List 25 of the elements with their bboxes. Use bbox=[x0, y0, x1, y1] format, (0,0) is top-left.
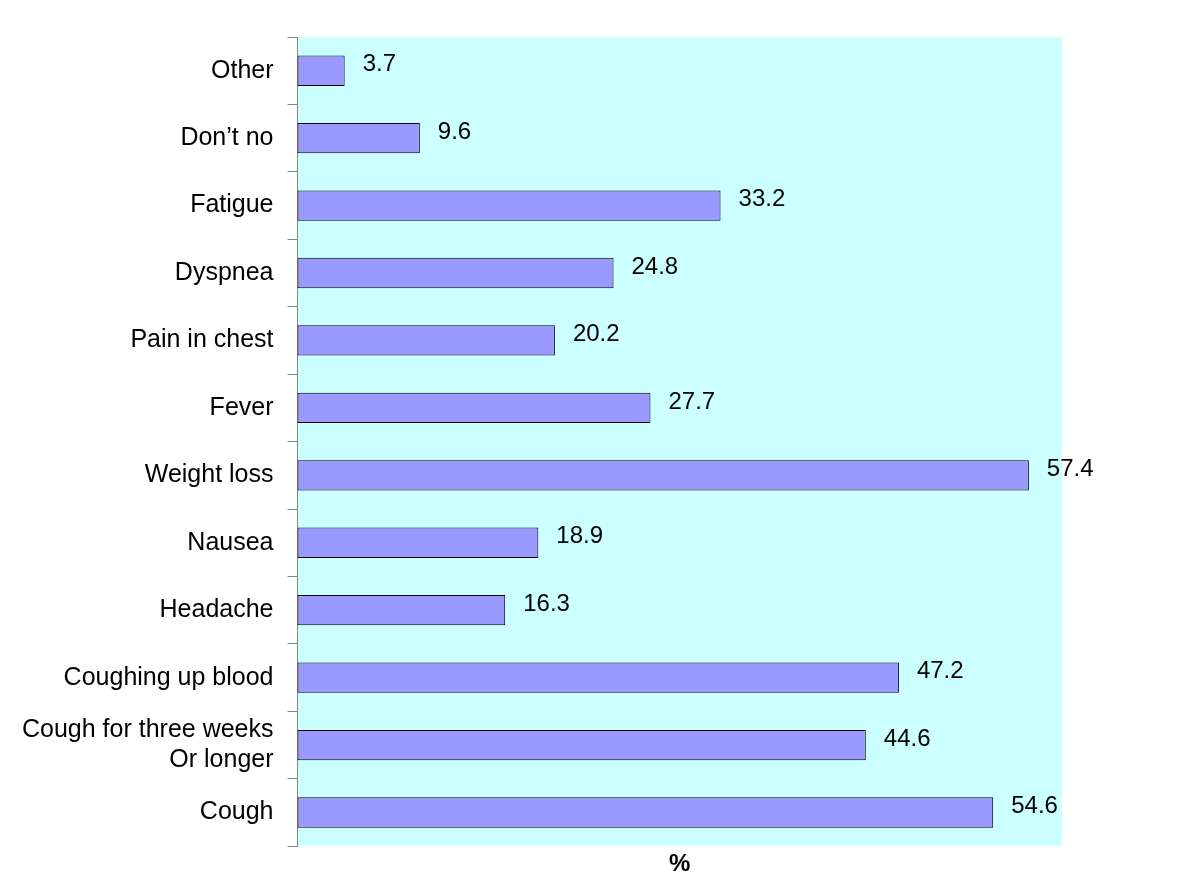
data-label: 27.7 bbox=[668, 386, 716, 414]
data-label: 44.6 bbox=[883, 723, 931, 751]
y-tick-label: Cough for three weeks Or longer bbox=[21, 713, 274, 772]
y-tick-label: Nausea bbox=[187, 526, 274, 555]
data-label: 16.3 bbox=[523, 588, 570, 616]
y-tick-label: Fever bbox=[209, 391, 274, 420]
y-tick-label: Coughing up blood bbox=[63, 661, 274, 690]
y-tick-label: Don’t no bbox=[180, 122, 274, 151]
y-tick-label: Cough bbox=[199, 796, 274, 825]
data-label: 57.4 bbox=[1046, 453, 1094, 481]
y-tick-label: Other bbox=[210, 54, 274, 83]
data-label: 9.6 bbox=[437, 116, 472, 144]
y-tick-label: Dyspnea bbox=[174, 256, 274, 285]
data-label: 18.9 bbox=[556, 521, 604, 549]
y-tick-label: Pain in chest bbox=[130, 324, 274, 353]
data-label: 54.6 bbox=[1011, 791, 1058, 819]
x-axis-title: % bbox=[669, 849, 691, 877]
data-label: 24.8 bbox=[631, 251, 679, 279]
y-tick-label: Weight loss bbox=[144, 459, 274, 488]
data-label: 47.2 bbox=[916, 656, 964, 684]
data-label: 33.2 bbox=[738, 184, 786, 212]
y-tick-label: Fatigue bbox=[190, 189, 274, 218]
data-label: 3.7 bbox=[362, 49, 397, 77]
y-tick-label: Headache bbox=[159, 594, 274, 623]
data-label: 20.2 bbox=[572, 319, 620, 347]
